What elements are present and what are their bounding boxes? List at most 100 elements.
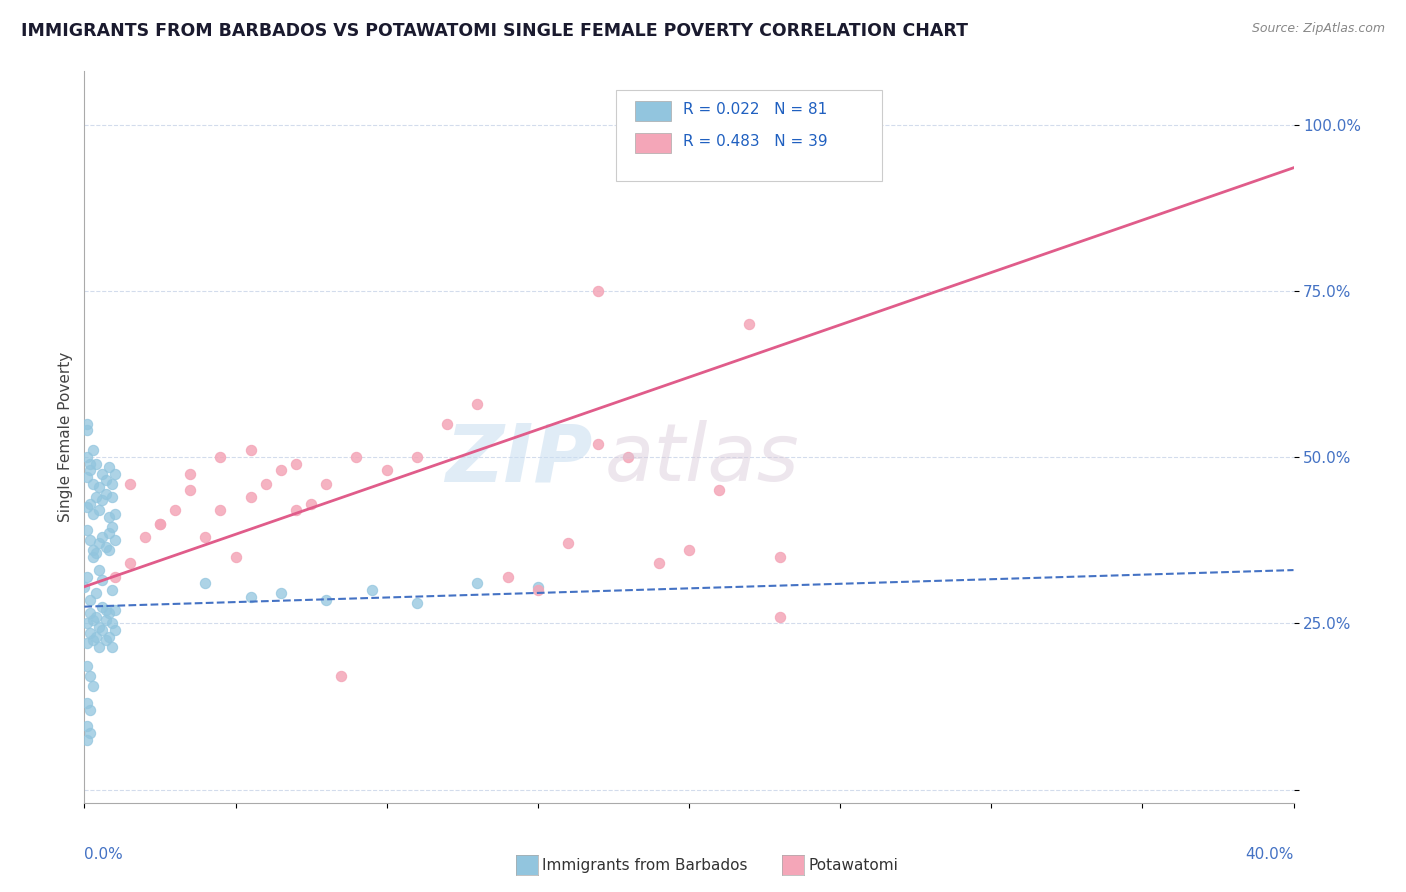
- Point: [239, 590, 262, 604]
- Point: [97, 509, 120, 524]
- Point: [76, 732, 98, 747]
- Point: [179, 483, 201, 498]
- Point: [149, 516, 172, 531]
- Point: [82, 632, 104, 647]
- Text: Potawatomi: Potawatomi: [808, 858, 898, 872]
- Point: [89, 480, 111, 494]
- Point: [118, 557, 141, 571]
- Point: [76, 696, 98, 710]
- Text: Source: ZipAtlas.com: Source: ZipAtlas.com: [1251, 22, 1385, 36]
- Point: [94, 613, 117, 627]
- Point: [79, 593, 101, 607]
- Point: [76, 659, 98, 673]
- Point: [82, 443, 104, 458]
- Point: [79, 607, 101, 621]
- Point: [346, 450, 368, 464]
- Point: [467, 576, 489, 591]
- Point: [194, 576, 217, 591]
- Point: [94, 632, 117, 647]
- Text: atlas: atlas: [605, 420, 799, 498]
- Point: [315, 593, 337, 607]
- Point: [526, 582, 548, 597]
- Point: [79, 726, 101, 740]
- Point: [100, 520, 122, 534]
- Text: IMMIGRANTS FROM BARBADOS VS POTAWATOMI SINGLE FEMALE POVERTY CORRELATION CHART: IMMIGRANTS FROM BARBADOS VS POTAWATOMI S…: [21, 22, 969, 40]
- Point: [82, 549, 104, 564]
- Point: [76, 523, 98, 537]
- Point: [104, 570, 127, 584]
- Point: [82, 507, 104, 521]
- Point: [496, 570, 519, 584]
- Point: [149, 516, 172, 531]
- Point: [86, 630, 108, 644]
- Point: [100, 640, 122, 654]
- Point: [86, 586, 108, 600]
- Point: [76, 450, 98, 464]
- Point: [97, 607, 120, 621]
- Point: [406, 450, 429, 464]
- Point: [91, 493, 114, 508]
- Point: [76, 470, 98, 484]
- Point: [315, 476, 337, 491]
- Point: [467, 397, 489, 411]
- Point: [97, 543, 120, 558]
- Point: [406, 596, 429, 610]
- Point: [375, 463, 398, 477]
- Point: [209, 450, 232, 464]
- Point: [118, 476, 141, 491]
- Point: [678, 543, 700, 558]
- Point: [89, 563, 111, 577]
- Point: [270, 586, 292, 600]
- Text: 0.0%: 0.0%: [84, 847, 124, 862]
- Point: [617, 450, 640, 464]
- Point: [284, 457, 308, 471]
- Point: [100, 476, 122, 491]
- Point: [239, 443, 262, 458]
- Point: [360, 582, 382, 597]
- Point: [769, 609, 792, 624]
- Point: [79, 533, 101, 548]
- Point: [86, 490, 108, 504]
- Point: [588, 284, 610, 298]
- Point: [89, 640, 111, 654]
- Point: [76, 636, 98, 650]
- Point: [284, 503, 308, 517]
- Point: [100, 616, 122, 631]
- Point: [526, 580, 548, 594]
- Point: [91, 573, 114, 587]
- Point: [82, 543, 104, 558]
- Point: [91, 623, 114, 637]
- FancyBboxPatch shape: [616, 90, 883, 181]
- Point: [299, 497, 322, 511]
- Point: [163, 503, 186, 517]
- Text: Immigrants from Barbados: Immigrants from Barbados: [543, 858, 748, 872]
- Point: [76, 719, 98, 733]
- Point: [97, 526, 120, 541]
- Point: [225, 549, 247, 564]
- Point: [134, 530, 156, 544]
- Point: [769, 549, 792, 564]
- Point: [104, 623, 127, 637]
- Point: [73, 580, 96, 594]
- Point: [76, 500, 98, 514]
- Point: [79, 703, 101, 717]
- Point: [709, 483, 731, 498]
- Point: [76, 570, 98, 584]
- Point: [94, 540, 117, 554]
- Point: [94, 603, 117, 617]
- Point: [647, 557, 671, 571]
- Point: [79, 463, 101, 477]
- Point: [82, 476, 104, 491]
- Point: [104, 533, 127, 548]
- Point: [89, 619, 111, 633]
- Point: [270, 463, 292, 477]
- Point: [89, 503, 111, 517]
- Point: [82, 613, 104, 627]
- Text: R = 0.022   N = 81: R = 0.022 N = 81: [683, 102, 827, 117]
- Point: [86, 546, 108, 560]
- Text: ZIP: ZIP: [444, 420, 592, 498]
- FancyBboxPatch shape: [634, 133, 671, 153]
- Point: [86, 609, 108, 624]
- Text: R = 0.483   N = 39: R = 0.483 N = 39: [683, 134, 828, 149]
- Point: [91, 530, 114, 544]
